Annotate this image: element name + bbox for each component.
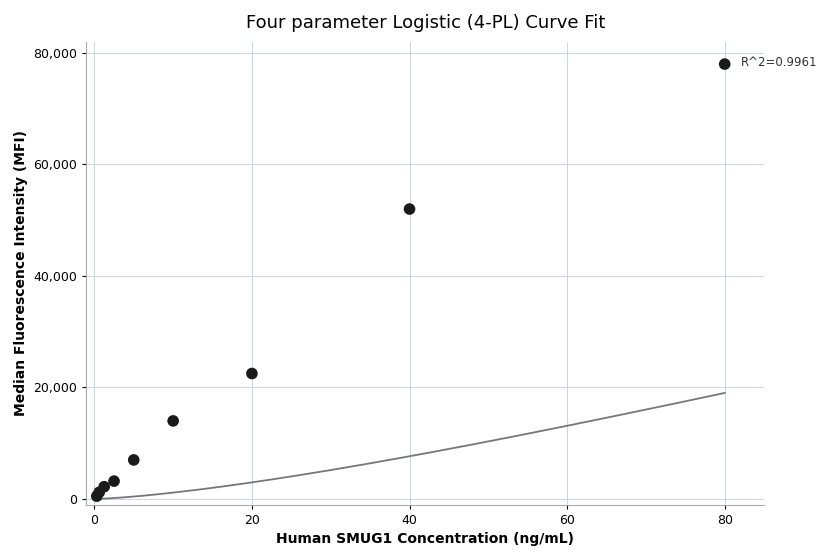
Point (718, 59, 731, 68)
Point (97, 482, 111, 491)
X-axis label: Human SMUG1 Concentration (ng/mL): Human SMUG1 Concentration (ng/mL) (276, 532, 574, 546)
Text: R^2=0.9961: R^2=0.9961 (740, 55, 817, 69)
Y-axis label: Median Fluorescence Intensity (MFI): Median Fluorescence Intensity (MFI) (14, 130, 28, 416)
Point (127, 455, 141, 464)
Point (245, 369, 259, 378)
Title: Four parameter Logistic (4-PL) Curve Fit: Four parameter Logistic (4-PL) Curve Fit (245, 14, 605, 32)
Point (92, 488, 106, 497)
Point (166, 417, 180, 426)
Point (90, 492, 103, 501)
Point (403, 204, 416, 213)
Point (107, 477, 121, 486)
